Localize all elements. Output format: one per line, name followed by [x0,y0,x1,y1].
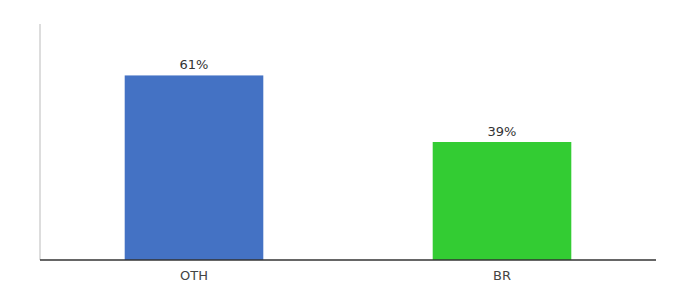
y-axis-line [40,24,41,260]
chart: 61% 39% OTH BR [0,0,680,300]
data-label: 39% [488,124,517,139]
x-tick-label: OTH [180,268,208,283]
bar [125,75,264,260]
x-axis: OTH BR [180,268,511,283]
bars [125,75,572,260]
chart-container: 61% 39% OTH BR [0,0,680,300]
bar [433,142,572,260]
x-axis-line [40,259,656,261]
data-labels: 61% 39% [180,57,517,139]
data-label: 61% [180,57,209,72]
plot-area: 61% 39% OTH BR [40,24,656,283]
x-tick-label: BR [493,268,511,283]
